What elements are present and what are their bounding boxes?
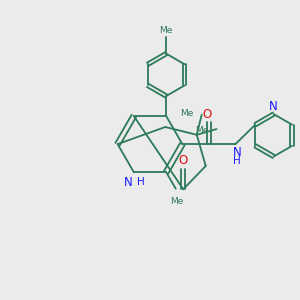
Text: O: O [178,154,188,167]
Text: H: H [233,156,241,166]
Text: N: N [269,100,278,112]
Text: N: N [124,176,133,189]
Text: Me: Me [180,109,194,118]
Text: O: O [203,108,212,121]
Text: Me: Me [195,126,208,135]
Text: Me: Me [160,26,173,35]
Text: N: N [232,146,241,159]
Text: H: H [137,178,145,188]
Text: Me: Me [170,197,184,206]
